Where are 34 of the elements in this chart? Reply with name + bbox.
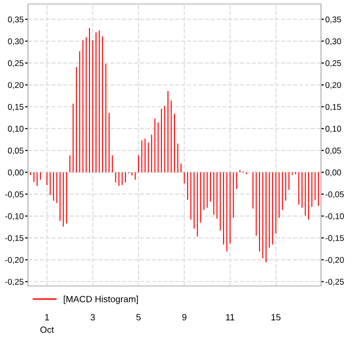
text: Oct <box>40 326 54 333</box>
x-tick-label: 15 <box>272 314 281 320</box>
y-tick-label: -0,25 <box>5 278 24 286</box>
x-tick-label: 9 <box>182 314 186 320</box>
y2-tick-label: -0,20 <box>326 256 344 264</box>
y-tick-label: -0,05 <box>5 191 24 198</box>
y-tick-label: -0,10 <box>5 213 24 220</box>
y-tick-label: 0,25 <box>8 60 24 68</box>
y2-tick-label: 0,00 <box>325 170 342 176</box>
y2-tick-label: 0,05 <box>325 148 342 155</box>
x-tick-label: 11 <box>226 314 234 320</box>
y2-tick-label: -0,05 <box>326 191 344 198</box>
x-tick-label: 5 <box>136 314 141 320</box>
y2-tick-label: 0,15 <box>325 104 342 111</box>
y-tick-label: 0,20 <box>8 82 24 89</box>
y-tick-label: -0,20 <box>5 256 24 264</box>
y-tick-label: 0,05 <box>8 148 24 155</box>
y-tick-label: 0,35 <box>8 16 24 24</box>
x-tick-label: 3 <box>90 314 95 320</box>
y-tick-label: -0,15 <box>5 235 24 242</box>
y2-tick-label: -0,15 <box>326 235 344 242</box>
y-tick-label: 0,10 <box>8 126 24 133</box>
y2-tick-label: -0,10 <box>326 213 344 220</box>
legend-label: [MACD Histogram] <box>64 296 138 304</box>
y2-tick-label: 0,20 <box>325 82 342 89</box>
y2-tick-label: 0,30 <box>325 38 342 46</box>
y-tick-label: 0,30 <box>8 38 24 46</box>
x-tick-label: 1 <box>45 314 50 320</box>
y-tick-label: 0,15 <box>8 104 24 111</box>
y2-tick-label: 0,10 <box>325 126 342 133</box>
y2-tick-label: -0,25 <box>326 278 344 286</box>
y2-tick-label: 0,25 <box>325 60 342 68</box>
y-tick-label: 0,00 <box>8 170 24 176</box>
y2-tick-label: 0,35 <box>325 16 342 24</box>
